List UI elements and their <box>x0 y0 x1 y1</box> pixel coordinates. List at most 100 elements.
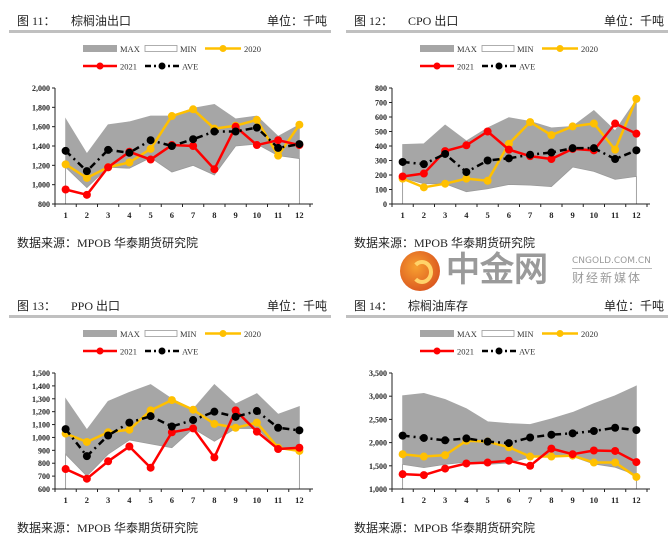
series-ave-point <box>274 143 283 152</box>
series-ave-point <box>398 431 407 440</box>
series-ave-point <box>568 429 577 438</box>
y-tick-label: 300 <box>375 157 387 166</box>
chart-title: 棕榈油出口 <box>71 14 132 28</box>
y-tick-label: 1,300 <box>32 395 50 404</box>
x-tick-label: 6 <box>170 495 174 505</box>
series-2020-point <box>167 396 176 405</box>
series-ave-point <box>568 144 577 153</box>
x-tick-label: 11 <box>274 210 282 220</box>
series-2021-point <box>398 172 407 181</box>
x-tick-label: 2 <box>85 210 89 220</box>
series-ave-point <box>146 412 155 421</box>
legend-min-swatch <box>481 330 515 337</box>
y-tick-label: 800 <box>38 200 50 209</box>
series-2021-point <box>547 155 556 164</box>
legend-2020-marker <box>219 45 227 52</box>
x-tick-label: 6 <box>170 210 174 220</box>
watermark-cn: 中金网 <box>446 250 548 290</box>
y-tick-label: 3,000 <box>369 392 387 401</box>
series-2020-point <box>231 423 240 432</box>
series-ave-point <box>398 157 407 166</box>
y-tick-label: 2,500 <box>369 415 387 424</box>
series-2020-point <box>125 158 134 167</box>
series-2020-point <box>189 105 198 114</box>
legend-min-label: MIN <box>517 329 534 339</box>
chart-panel-palm-oil-export: 图 11： 棕榈油出口 单位：千吨 数据来源：MPOB 华泰期货研究院 MAX MIN 20… <box>9 0 331 260</box>
series-ave-point <box>167 422 176 431</box>
legend-ave-label: AVE <box>182 62 198 72</box>
series-2021-point <box>82 190 91 199</box>
series-2021-point <box>104 457 113 466</box>
series-2021-point <box>632 458 641 467</box>
series-2021-point <box>441 464 450 473</box>
series-2020-point <box>210 419 219 428</box>
y-tick-label: 3,500 <box>369 369 387 378</box>
series-ave-point <box>189 416 198 425</box>
series-2021-line <box>65 409 300 480</box>
series-2021-point <box>611 446 620 455</box>
series-2020-point <box>589 458 598 467</box>
series-2021-point <box>295 443 304 452</box>
x-tick-label: 3 <box>443 495 447 505</box>
y-tick-label: 1,800 <box>32 103 50 112</box>
source-note: 数据来源：MPOB 华泰期货研究院 <box>354 521 536 535</box>
source-note: 数据来源：MPOB 华泰期货研究院 <box>17 521 199 535</box>
x-tick-label: 12 <box>295 495 304 505</box>
x-tick-label: 10 <box>253 495 262 505</box>
x-tick-label: 1 <box>64 495 68 505</box>
legend-2020-marker <box>556 330 564 337</box>
y-tick-label: 1,500 <box>369 462 387 471</box>
legend-2021-marker <box>433 62 441 70</box>
source-note: 数据来源：MPOB 华泰期货研究院 <box>354 236 536 250</box>
y-tick-label: 600 <box>375 113 387 122</box>
line-chart: MAX MIN 2020 2021 AVE 600 700 800 900 1,000 1,100 1… <box>32 329 313 505</box>
y-tick-label: 800 <box>38 459 50 468</box>
series-2020-point <box>419 183 428 192</box>
x-tick-label: 4 <box>127 210 132 220</box>
legend-2020-label: 2020 <box>244 329 261 339</box>
y-tick-label: 1,600 <box>32 123 50 132</box>
series-ave-point <box>441 149 450 158</box>
min-area <box>402 166 637 205</box>
series-2021-point <box>419 169 428 178</box>
series-ave-point <box>82 452 91 461</box>
header-rule <box>346 30 668 33</box>
series-2020-point <box>568 122 577 131</box>
legend-ave-label: AVE <box>519 347 535 357</box>
legend-2021-label: 2021 <box>120 62 137 72</box>
series-ave-point <box>252 407 261 416</box>
series-ave-point <box>504 439 513 448</box>
series-2020-point <box>611 145 620 154</box>
chart-title: CPO 出口 <box>408 14 459 28</box>
legend-2020-marker <box>219 330 227 337</box>
unit-label: 单位：千吨 <box>603 299 664 313</box>
series-ave-point <box>441 436 450 445</box>
series-ave-point <box>419 160 428 169</box>
y-tick-label: 100 <box>375 186 387 195</box>
x-tick-label: 10 <box>253 210 262 220</box>
series-ave-point <box>82 167 91 176</box>
series-2021-point <box>61 465 70 474</box>
series-2020-point <box>632 94 641 103</box>
y-tick-label: 2,000 <box>32 84 50 93</box>
chart-title: 棕榈油库存 <box>408 299 469 313</box>
series-2021-point <box>632 129 641 138</box>
chart-panel-palm-oil-stock: 图 14： 棕榈油库存 单位：千吨 数据来源：MPOB 华泰期货研究院 MAX MIN 20… <box>346 285 668 545</box>
unit-label: 单位：千吨 <box>266 299 327 313</box>
series-2021-point <box>274 445 283 454</box>
series-ave-point <box>231 127 240 136</box>
series-2020-point <box>419 452 428 461</box>
chart-header: 图 13： PPO 出口 单位：千吨 <box>9 295 331 315</box>
series-2021-point <box>167 428 176 437</box>
x-tick-label: 9 <box>234 210 238 220</box>
series-ave-line <box>64 126 300 173</box>
series-ave-point <box>61 425 70 434</box>
series-ave-point <box>146 136 155 145</box>
series-2021-point <box>252 427 261 436</box>
x-tick-label: 8 <box>212 495 216 505</box>
x-tick-label: 11 <box>611 210 619 220</box>
chart-header: 图 11： 棕榈油出口 单位：千吨 <box>9 10 331 30</box>
y-tick-label: 1,000 <box>32 181 50 190</box>
y-tick-label: 0 <box>383 200 387 209</box>
series-2021-point <box>589 446 598 455</box>
